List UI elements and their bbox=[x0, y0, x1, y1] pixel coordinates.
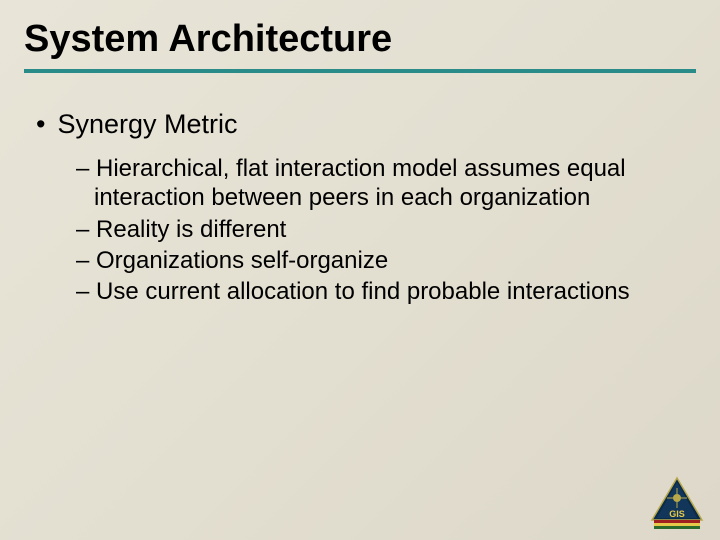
bullet-synergy-metric: Synergy Metric bbox=[36, 109, 696, 140]
svg-text:GIS: GIS bbox=[669, 509, 685, 519]
sub-bullet-item: Use current allocation to find probable … bbox=[76, 277, 666, 306]
sub-bullet-item: Hierarchical, flat interaction model ass… bbox=[76, 154, 666, 213]
slide-title: System Architecture bbox=[24, 18, 696, 73]
sub-bullet-item: Organizations self-organize bbox=[76, 246, 666, 275]
slide-container: System Architecture Synergy Metric Hiera… bbox=[0, 0, 720, 540]
sub-bullet-item: Reality is different bbox=[76, 215, 666, 244]
sub-bullet-list: Hierarchical, flat interaction model ass… bbox=[76, 154, 666, 306]
gis-logo-icon: GIS bbox=[650, 476, 704, 530]
